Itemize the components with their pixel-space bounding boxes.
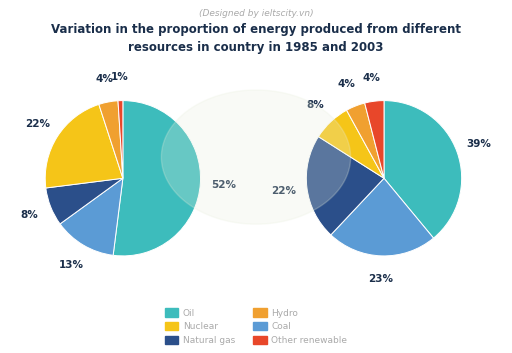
- Polygon shape: [161, 90, 351, 224]
- Text: resources in country in 1985 and 2003: resources in country in 1985 and 2003: [129, 41, 383, 54]
- Wedge shape: [318, 110, 384, 178]
- Text: 8%: 8%: [306, 100, 324, 110]
- Wedge shape: [45, 104, 123, 188]
- Legend: Oil, Nuclear, Natural gas, Hydro, Coal, Other renewable: Oil, Nuclear, Natural gas, Hydro, Coal, …: [161, 305, 351, 348]
- Wedge shape: [113, 101, 201, 256]
- Wedge shape: [306, 137, 384, 235]
- Text: Variation in the proportion of energy produced from different: Variation in the proportion of energy pr…: [51, 23, 461, 36]
- Text: 39%: 39%: [466, 139, 492, 149]
- Text: 22%: 22%: [25, 119, 50, 129]
- Wedge shape: [99, 101, 123, 178]
- Text: 1%: 1%: [111, 72, 129, 82]
- Wedge shape: [118, 101, 123, 178]
- Wedge shape: [365, 101, 384, 178]
- Text: 52%: 52%: [211, 180, 236, 190]
- Text: 4%: 4%: [362, 73, 380, 83]
- Text: 23%: 23%: [368, 274, 393, 284]
- Wedge shape: [331, 178, 434, 256]
- Text: 13%: 13%: [59, 260, 84, 270]
- Wedge shape: [46, 178, 123, 224]
- Wedge shape: [384, 101, 462, 238]
- Wedge shape: [60, 178, 123, 255]
- Text: 4%: 4%: [95, 74, 113, 84]
- Wedge shape: [347, 103, 384, 178]
- Text: 4%: 4%: [338, 79, 356, 89]
- Text: 8%: 8%: [20, 210, 38, 220]
- Text: (Designed by ieltscity.vn): (Designed by ieltscity.vn): [199, 9, 313, 18]
- Text: 22%: 22%: [271, 186, 296, 196]
